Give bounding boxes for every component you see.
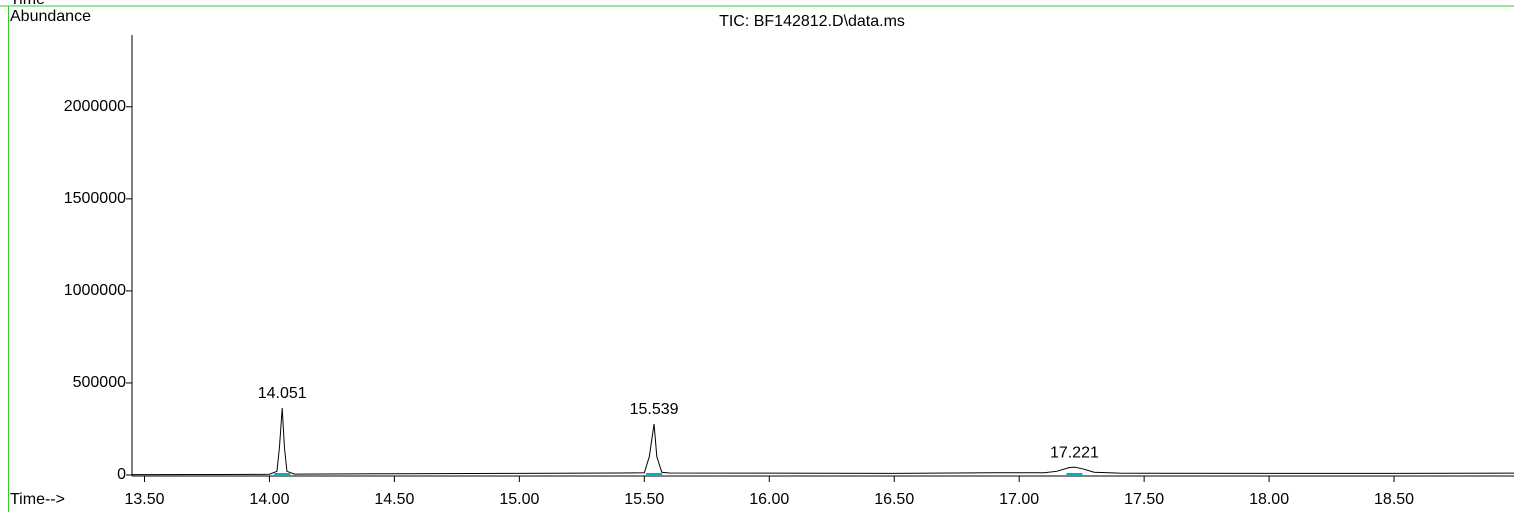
x-tick-label: 15.00 <box>499 491 539 508</box>
y-tick-label: 2000000 <box>64 98 126 115</box>
x-tick-label: 18.00 <box>1249 491 1289 508</box>
y-tick-label: 1000000 <box>64 282 126 299</box>
y-tick-label: 500000 <box>73 374 126 391</box>
x-tick-label: 15.50 <box>624 491 664 508</box>
y-tick-label: 1500000 <box>64 190 126 207</box>
x-tick-label: 14.00 <box>249 491 289 508</box>
x-axis-label: Time--> <box>10 491 65 508</box>
x-tick-label: 14.50 <box>374 491 414 508</box>
x-tick-label: 17.50 <box>1124 491 1164 508</box>
peak-label: 17.221 <box>1050 444 1099 461</box>
peak-label: 14.051 <box>258 385 307 402</box>
trace-line <box>131 407 1514 476</box>
x-tick-label: 16.50 <box>874 491 914 508</box>
y-axis-label: Abundance <box>10 8 91 25</box>
x-tick-label: 18.50 <box>1374 491 1414 508</box>
x-tick-label: 13.50 <box>124 491 164 508</box>
x-tick-label: 16.00 <box>749 491 789 508</box>
chart-title: TIC: BF142812.D\data.ms <box>719 13 905 30</box>
x-tick-label: 17.00 <box>999 491 1039 508</box>
peak-label: 15.539 <box>630 401 679 418</box>
window-label: Time <box>10 0 45 8</box>
y-tick-label: 0 <box>117 466 126 483</box>
